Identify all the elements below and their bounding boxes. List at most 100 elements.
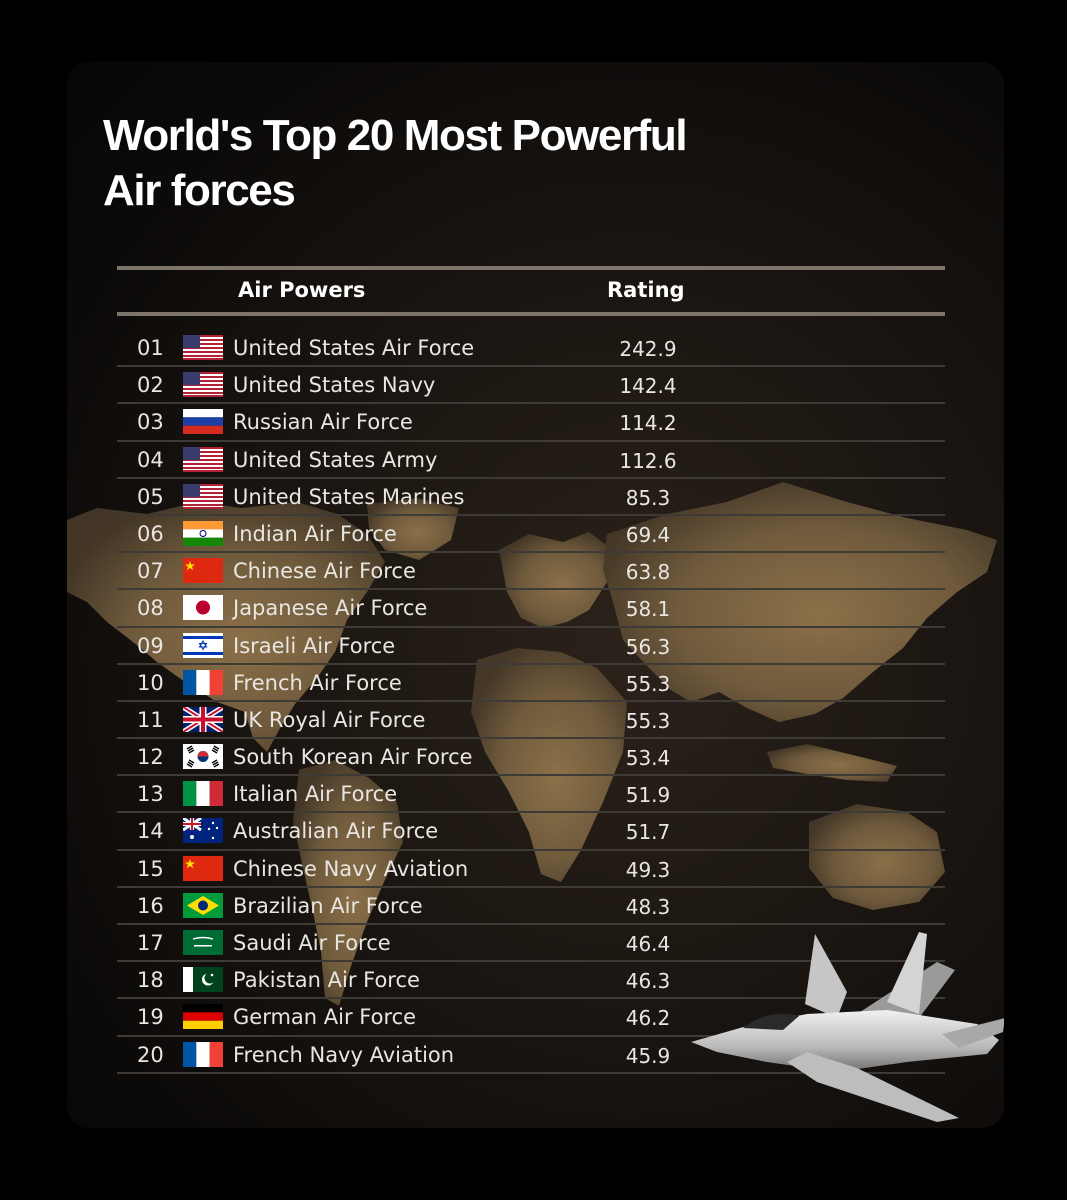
rating-value: 46.4 — [625, 932, 671, 956]
saudi-flag-icon — [183, 930, 223, 955]
air-force-name: Japanese Air Force — [233, 596, 428, 621]
air-force-name: United States Navy — [233, 373, 436, 398]
air-force-name: French Air Force — [233, 670, 402, 695]
table-row: 09 Israeli Air Force 56.3 — [117, 628, 945, 665]
rank-number: 20 — [137, 1042, 164, 1067]
table-row: 20 French Navy Aviation 45.9 — [117, 1037, 945, 1074]
usa-flag-icon — [183, 335, 223, 360]
rank-number: 07 — [137, 559, 164, 584]
ranking-table: 01 United States Air Force 242.9 02 United S… — [117, 330, 945, 1074]
rank-number: 10 — [137, 670, 164, 695]
rank-number: 05 — [137, 484, 164, 509]
rank-number: 13 — [137, 782, 164, 807]
japan-flag-icon — [183, 595, 223, 621]
air-force-name: Indian Air Force — [233, 521, 397, 546]
page-title: World's Top 20 Most Powerful Air forces — [103, 108, 903, 218]
rating-value: 63.8 — [625, 560, 671, 585]
infographic-panel: World's Top 20 Most Powerful Air forces … — [67, 62, 1004, 1128]
title-line-2: Air forces — [103, 166, 296, 215]
germany-flag-icon — [183, 1004, 223, 1030]
rating-value: 51.9 — [625, 783, 671, 808]
rank-number: 17 — [137, 931, 164, 955]
table-row: 03 Russian Air Force 114.2 — [117, 404, 945, 442]
rating-value: 112.6 — [619, 448, 677, 473]
header-bottom-rule — [117, 312, 945, 316]
table-row: 10 French Air Force 55.3 — [117, 665, 945, 702]
rating-value: 242.9 — [619, 337, 677, 361]
china-flag-icon — [183, 558, 223, 584]
rating-value: 69.4 — [625, 522, 671, 547]
air-force-name: South Korean Air Force — [233, 745, 473, 770]
air-force-name: United States Air Force — [233, 336, 475, 360]
header-top-rule — [117, 266, 945, 270]
air-force-name: Chinese Navy Aviation — [233, 856, 469, 881]
rank-number: 12 — [137, 745, 164, 770]
air-force-name: German Air Force — [233, 1005, 417, 1030]
rank-number: 14 — [137, 819, 164, 844]
rank-number: 11 — [137, 707, 164, 732]
table-row: 12 South Korean Air Force 53.4 — [117, 739, 945, 777]
rank-number: 08 — [137, 596, 164, 621]
air-force-name: French Navy Aviation — [233, 1042, 455, 1067]
table-row: 07 Chinese Air Force 63.8 — [117, 553, 945, 591]
pakistan-flag-icon — [183, 967, 223, 993]
table-row: 14 Australian Air Force 51.7 — [117, 813, 945, 851]
rank-number: 06 — [137, 521, 164, 546]
table-row: 11 UK Royal Air Force 55.3 — [117, 702, 945, 740]
rating-value: 55.3 — [625, 671, 671, 696]
rating-value: 45.9 — [625, 1043, 671, 1068]
france-flag-icon — [183, 669, 223, 695]
rating-value: 53.4 — [625, 746, 671, 771]
rank-number: 09 — [137, 633, 164, 658]
table-row: 01 United States Air Force 242.9 — [117, 330, 945, 368]
column-header-rating: Rating — [607, 278, 685, 302]
air-force-name: United States Marines — [233, 484, 465, 509]
table-row: 19 German Air Force 46.2 — [117, 999, 945, 1037]
table-row: 06 Indian Air Force 69.4 — [117, 516, 945, 554]
uk-flag-icon — [183, 706, 223, 732]
usa-flag-icon — [183, 446, 223, 472]
rating-value: 46.2 — [625, 1006, 671, 1031]
china-flag-icon — [183, 855, 223, 881]
table-row: 02 United States Navy 142.4 — [117, 367, 945, 405]
brazil-flag-icon — [183, 892, 223, 918]
table-row: 04 United States Army 112.6 — [117, 442, 945, 479]
title-line-1: World's Top 20 Most Powerful — [103, 111, 688, 160]
rank-number: 03 — [137, 410, 164, 435]
israel-flag-icon — [183, 632, 223, 658]
air-force-name: UK Royal Air Force — [233, 707, 426, 732]
air-force-name: Russian Air Force — [233, 410, 413, 435]
rating-value: 51.7 — [625, 820, 671, 845]
world-map-background — [67, 482, 997, 1006]
france-flag-icon — [183, 1041, 223, 1067]
rank-number: 18 — [137, 968, 164, 993]
rating-value: 49.3 — [625, 857, 671, 882]
table-row: 13 Italian Air Force 51.9 — [117, 776, 945, 814]
rank-number: 02 — [137, 373, 164, 398]
usa-flag-icon — [183, 372, 223, 398]
rating-value: 142.4 — [619, 374, 677, 399]
air-force-name: Chinese Air Force — [233, 559, 416, 584]
rank-number: 19 — [137, 1005, 164, 1030]
italy-flag-icon — [183, 781, 223, 807]
rating-value: 55.3 — [625, 708, 671, 733]
rank-number: 04 — [137, 447, 164, 472]
air-force-name: Israeli Air Force — [233, 633, 396, 658]
table-row: 15 Chinese Navy Aviation 49.3 — [117, 851, 945, 888]
rank-number: 01 — [137, 336, 164, 360]
russia-flag-icon — [183, 409, 223, 435]
table-row: 08 Japanese Air Force 58.1 — [117, 590, 945, 628]
air-force-name: Italian Air Force — [233, 782, 398, 807]
air-force-name: Australian Air Force — [233, 819, 439, 844]
rating-value: 58.1 — [625, 597, 671, 622]
table-row: 17 Saudi Air Force 46.4 — [117, 925, 945, 963]
table-row: 18 Pakistan Air Force 46.3 — [117, 962, 945, 1000]
table-row: 16 Brazilian Air Force 48.3 — [117, 888, 945, 925]
rank-number: 15 — [137, 856, 164, 881]
rating-value: 46.3 — [625, 969, 671, 994]
rating-value: 56.3 — [625, 634, 671, 659]
table-row: 05 United States Marines 85.3 — [117, 479, 945, 516]
south-korea-flag-icon — [183, 744, 223, 770]
air-force-name: Pakistan Air Force — [233, 968, 420, 993]
air-force-name: Brazilian Air Force — [233, 893, 423, 918]
